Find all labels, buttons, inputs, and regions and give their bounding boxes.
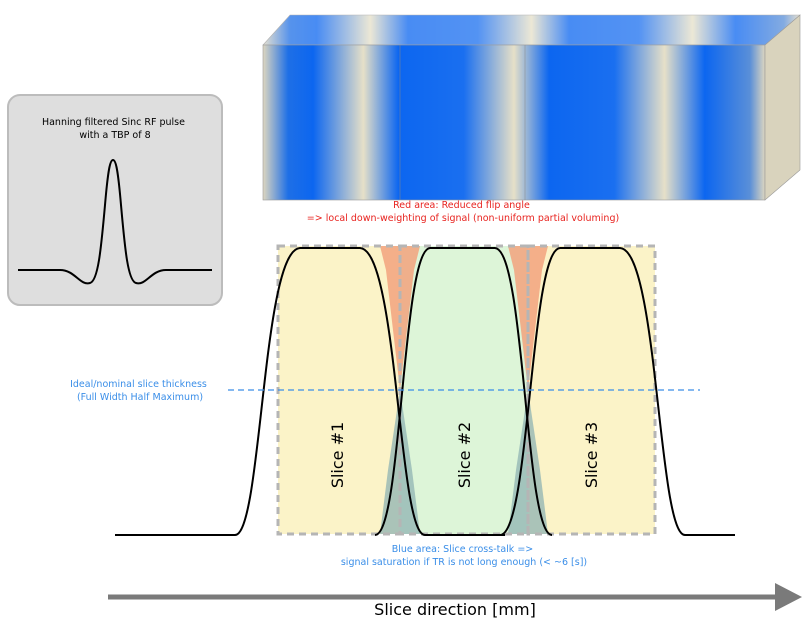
blue-note: Blue area: Slice cross-talk => signal sa… xyxy=(341,544,587,568)
inset-title-line: Hanning filtered Sinc RF pulse xyxy=(42,117,185,128)
slab-block xyxy=(263,15,800,200)
red-note: Red area: Reduced flip angle => local do… xyxy=(307,200,619,224)
fwhm-note: Ideal/nominal slice thickness (Full Widt… xyxy=(70,379,210,403)
inset-title-line: with a TBP of 8 xyxy=(79,130,150,141)
axis-label: Slice direction [mm] xyxy=(374,600,536,619)
slice-label: Slice #3 xyxy=(582,422,601,488)
blue-note-line: Blue area: Slice cross-talk => xyxy=(392,544,534,555)
slice-label: Slice #2 xyxy=(455,422,474,488)
axis-arrowhead xyxy=(775,583,802,611)
blue-note-line: signal saturation if TR is not long enou… xyxy=(341,557,587,568)
slice-label: Slice #1 xyxy=(328,422,347,488)
red-note-line: Red area: Reduced flip angle xyxy=(393,200,530,211)
diagram: Hanning filtered Sinc RF pulse with a TB… xyxy=(0,0,804,624)
fwhm-note-line: (Full Width Half Maximum) xyxy=(77,392,203,403)
red-note-line: => local down-weighting of signal (non-u… xyxy=(307,213,619,224)
fwhm-note-line: Ideal/nominal slice thickness xyxy=(70,379,207,390)
